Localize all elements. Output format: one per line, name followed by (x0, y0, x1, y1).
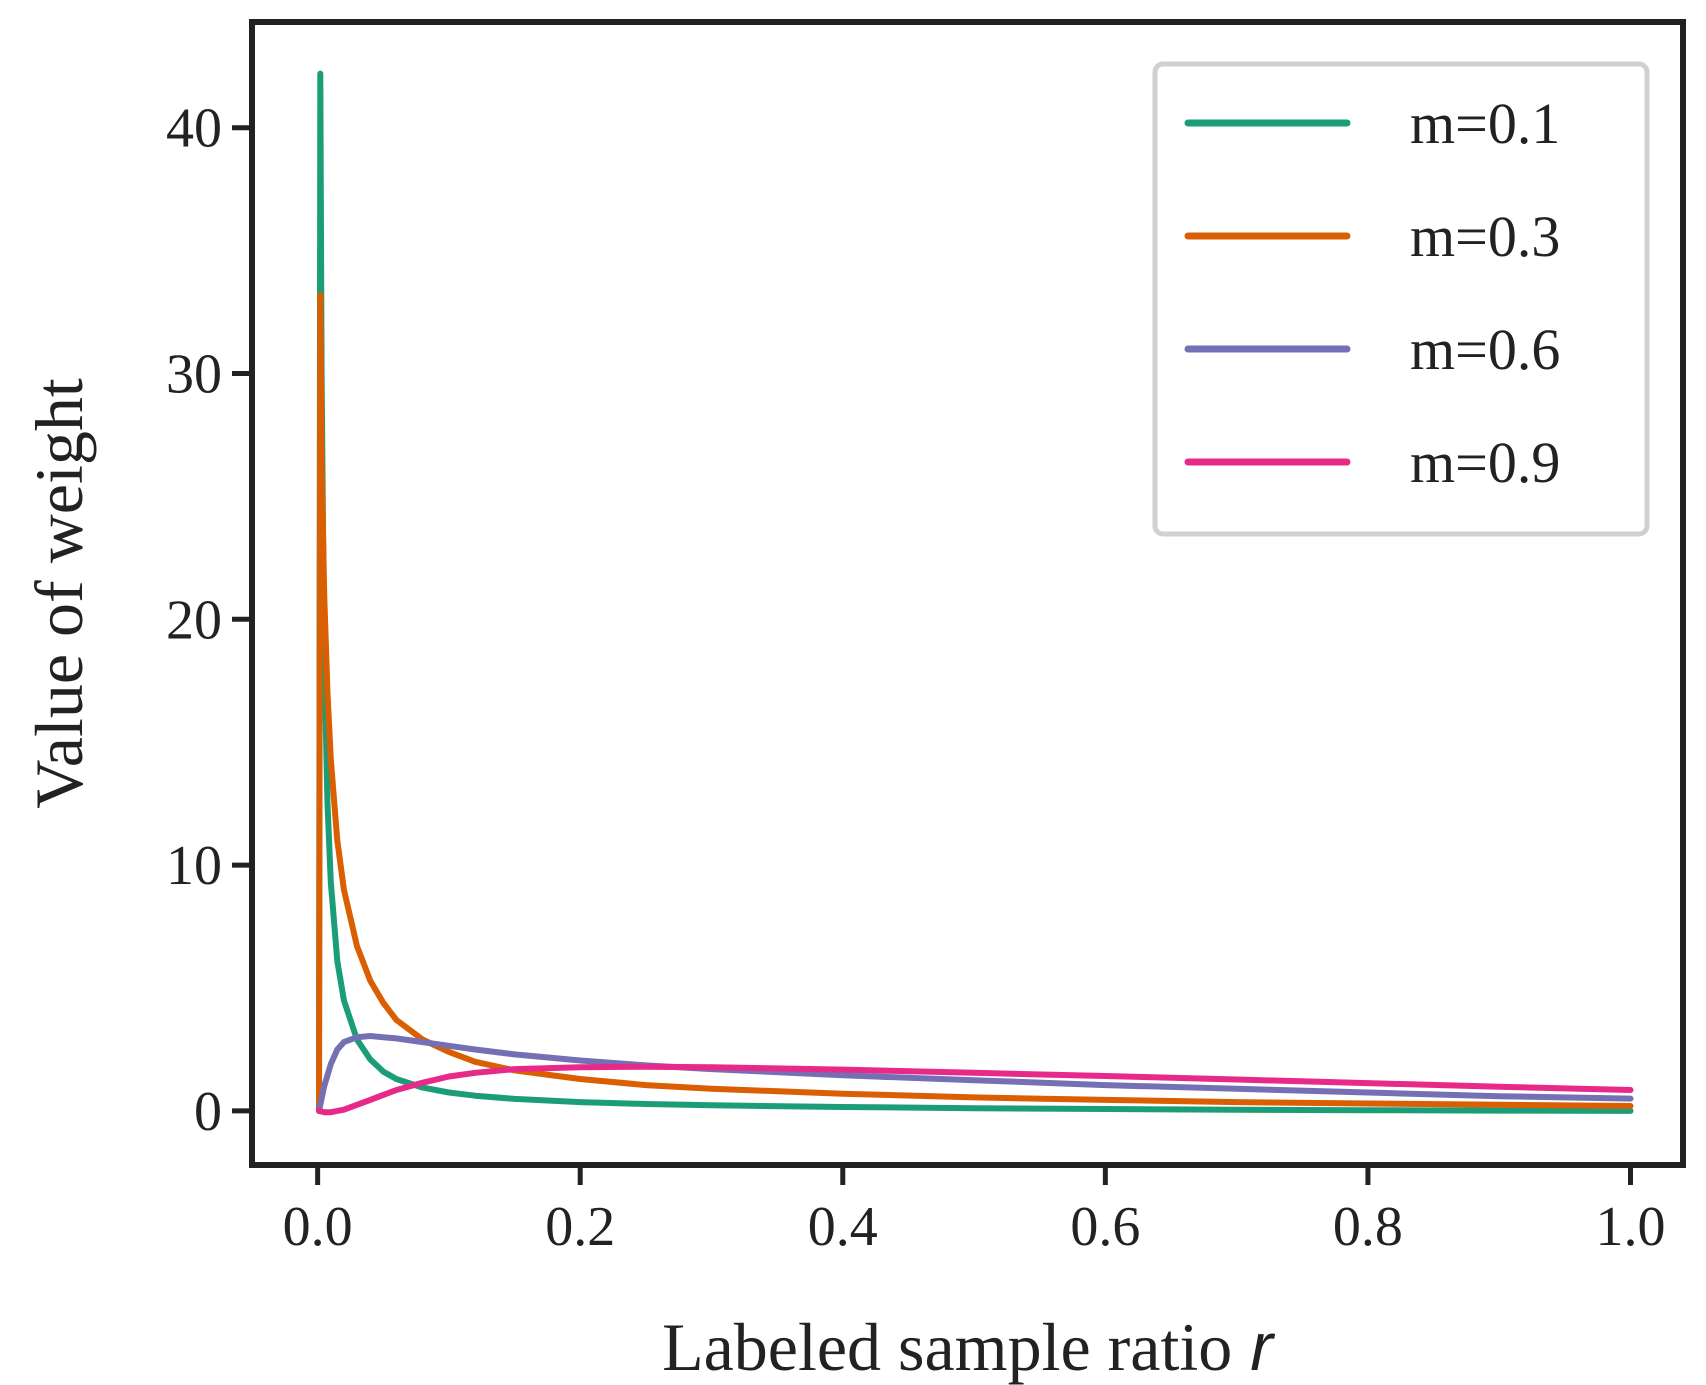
y-axis-label: Value of weight (21, 378, 97, 809)
plot-area (316, 70, 1634, 1116)
legend-item: m=0.3 (1184, 204, 1560, 269)
legend-item: m=0.6 (1184, 317, 1560, 382)
x-axis: 0.0 0.2 0.4 0.6 0.8 1.0 (283, 1165, 1665, 1258)
legend-item: m=0.9 (1184, 430, 1560, 495)
y-tick-label: 0 (194, 1081, 222, 1143)
series-layer (316, 70, 1634, 1116)
y-tick-label: 20 (166, 589, 222, 651)
y-tick-label: 10 (166, 835, 222, 897)
x-tick-label: 0.4 (808, 1196, 878, 1258)
y-axis: 0 10 20 30 40 (166, 98, 252, 1143)
legend-item: m=0.1 (1184, 91, 1560, 156)
series-line-3 (316, 1033, 1634, 1114)
legend-label: m=0.9 (1410, 430, 1560, 495)
legend-label: m=0.6 (1410, 317, 1560, 382)
series-line-4 (316, 1063, 1634, 1116)
x-tick-label: 0.0 (283, 1196, 353, 1258)
legend-label: m=0.3 (1410, 204, 1560, 269)
y-tick-label: 40 (166, 98, 222, 160)
y-tick-label: 30 (166, 344, 222, 406)
legend-label: m=0.1 (1410, 91, 1560, 156)
plot-frame (249, 19, 1686, 1168)
x-axis-variable: r (1250, 1309, 1275, 1385)
x-tick-label: 0.2 (545, 1196, 615, 1258)
x-axis-label: Labeled sample ratio r (662, 1309, 1275, 1385)
x-axis-label-text: Labeled sample ratio (662, 1309, 1232, 1385)
legend: m=0.1 m=0.3 m=0.6 m=0.9 (1152, 61, 1650, 537)
series-line-1 (316, 70, 1634, 1114)
x-tick-label: 0.8 (1333, 1196, 1403, 1258)
x-tick-label: 0.6 (1070, 1196, 1140, 1258)
legend-box (1152, 61, 1650, 537)
x-tick-label: 1.0 (1595, 1196, 1665, 1258)
